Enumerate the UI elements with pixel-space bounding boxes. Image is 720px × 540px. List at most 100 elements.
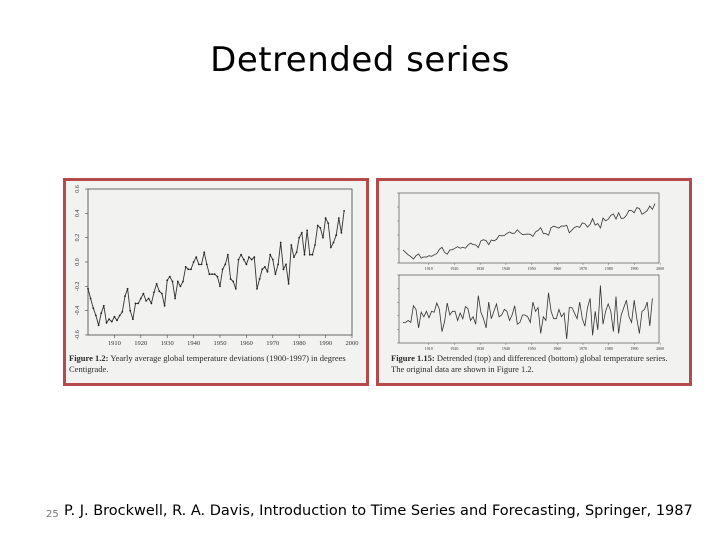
x-tick-label: 1920: [134, 340, 147, 347]
data-point: [97, 324, 100, 327]
figure-label: Figure 1.15:: [391, 353, 435, 363]
figure-description: Yearly average global temperature deviat…: [69, 353, 346, 374]
data-point: [250, 258, 253, 261]
data-point: [184, 266, 187, 268]
data-point: [213, 273, 216, 276]
detrended-differenced-chart: 1910 1920 1930 1940 1950 1960 1970 1980 1990 2000…: [397, 192, 664, 351]
data-point: [150, 302, 153, 305]
figure-left-frame: -0.6 -0.4 -0.2 0.0 0.2 0.4 0.6 1910 1920 1930 1940…: [63, 178, 369, 386]
data-point: [192, 261, 195, 263]
data-point: [256, 287, 258, 290]
data-point: [274, 273, 277, 276]
y-tick-label: 0.2: [75, 234, 81, 242]
data-point: [300, 231, 303, 234]
data-point: [298, 236, 301, 239]
figure-description: Detrended (top) and differenced (bottom)…: [391, 353, 668, 374]
x-tick-label: 1920: [450, 346, 458, 351]
data-point: [142, 292, 145, 295]
data-point: [343, 210, 345, 212]
figure-caption-right: Figure 1.15: Detrended (top) and differe…: [391, 353, 681, 375]
x-tick-label: 1950: [528, 266, 536, 271]
x-tick-label: 1960: [553, 346, 561, 351]
x-tick-label: 1970: [579, 346, 587, 351]
x-tick-label: 1920: [450, 266, 458, 271]
data-point: [279, 241, 282, 244]
data-point: [330, 246, 332, 249]
data-point: [248, 256, 250, 258]
data-point: [87, 287, 89, 290]
data-point: [337, 217, 340, 220]
data-point: [242, 258, 245, 261]
x-tick-label: 1990: [630, 266, 638, 271]
x-tick-label: 1950: [214, 340, 227, 347]
data-point: [227, 253, 229, 256]
data-point: [118, 314, 121, 317]
data-point: [234, 287, 237, 290]
x-tick-label: 1950: [528, 346, 536, 351]
y-tick-label: -0.4: [75, 306, 81, 316]
x-tick-label: 1930: [476, 346, 484, 351]
series-line-detrended: [402, 203, 656, 260]
x-tick-label: 1990: [630, 346, 638, 351]
x-tick-label: 1910: [108, 340, 121, 347]
data-point: [95, 314, 97, 317]
data-point: [116, 319, 118, 322]
data-point: [168, 275, 171, 278]
x-tick-label: 1940: [502, 346, 510, 351]
data-point: [187, 268, 190, 271]
y-tick-label: 0.6: [75, 185, 81, 193]
data-point: [208, 273, 211, 276]
series-line-differenced: [403, 285, 653, 340]
figure-caption-left: Figure 1.2: Yearly average global temper…: [69, 353, 365, 375]
data-point: [285, 263, 287, 266]
data-point: [211, 273, 214, 276]
data-point: [108, 318, 110, 321]
data-point: [205, 263, 208, 266]
data-point: [266, 270, 269, 273]
data-point: [171, 280, 174, 283]
data-point: [232, 280, 235, 283]
data-point: [100, 312, 103, 314]
data-point: [113, 315, 116, 318]
x-tick-label: 2000: [346, 340, 359, 347]
data-point: [190, 268, 192, 271]
reference-citation: P. J. Brockwell, R. A. Davis, Introducti…: [64, 503, 693, 519]
x-tick-label: 1970: [579, 266, 587, 271]
data-point: [153, 291, 155, 294]
x-tick-label: 1910: [425, 266, 433, 271]
data-point: [126, 287, 129, 290]
data-point: [293, 256, 295, 258]
data-point: [332, 241, 335, 244]
data-point: [132, 318, 134, 321]
x-tick-label: 1960: [553, 266, 561, 271]
data-point: [303, 253, 306, 256]
data-point: [219, 285, 221, 288]
temperature-chart: -0.6 -0.4 -0.2 0.0 0.2 0.4 0.6 1910 1920 1930 1940…: [75, 185, 359, 347]
y-tick-label: 0.0: [75, 258, 81, 266]
data-point: [269, 253, 272, 256]
data-point: [216, 275, 219, 278]
data-point: [139, 297, 142, 300]
data-point: [224, 263, 227, 266]
data-point: [203, 251, 206, 254]
x-tick-label: 2000: [656, 346, 664, 351]
data-point: [258, 278, 261, 280]
data-point: [221, 268, 224, 271]
data-point: [176, 280, 179, 283]
x-tick-label: 1930: [476, 266, 484, 271]
data-point: [290, 244, 293, 246]
y-tick-label: -0.2: [75, 282, 81, 292]
data-point: [137, 302, 140, 305]
data-point: [229, 278, 232, 280]
y-tick-label: 0.4: [75, 210, 81, 218]
slide-number: 25: [46, 509, 59, 520]
x-tick-label: 1960: [240, 340, 253, 347]
data-point: [145, 300, 147, 302]
x-tick-label: 1980: [605, 266, 613, 271]
data-point: [166, 279, 169, 282]
data-point: [264, 266, 266, 268]
data-point: [198, 263, 200, 266]
plot-border-top: [398, 192, 660, 264]
x-tick-label: 1910: [425, 346, 433, 351]
x-tick-label: 1940: [502, 266, 510, 271]
